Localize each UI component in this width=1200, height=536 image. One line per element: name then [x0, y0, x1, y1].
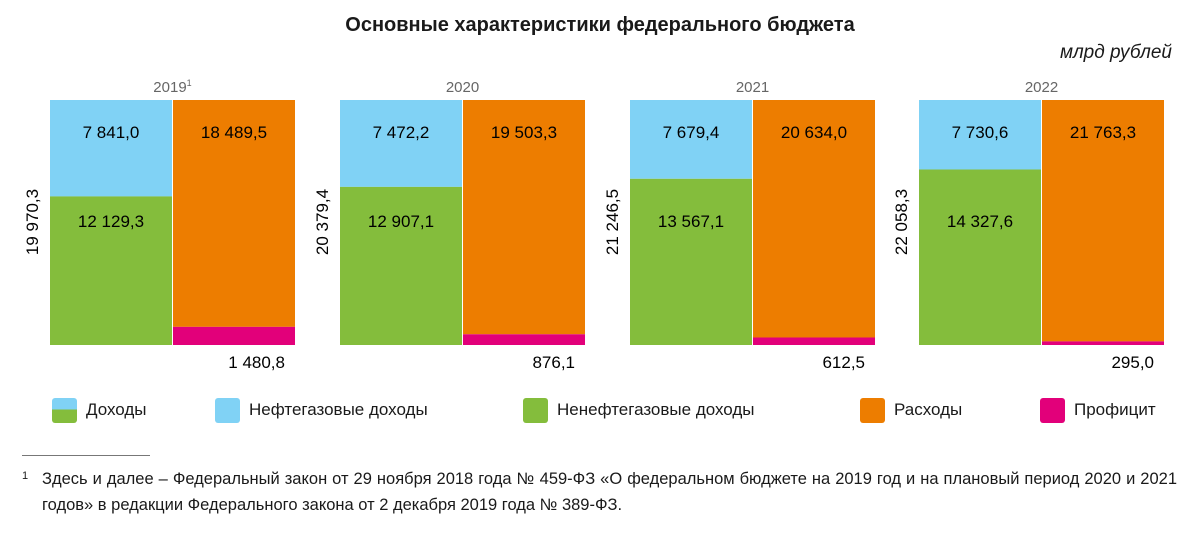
data-label: 1 480,8	[228, 353, 285, 372]
data-label: 20 634,0	[781, 123, 847, 142]
data-label: 7 679,4	[663, 123, 720, 142]
revenue-total-label: 22 058,3	[892, 189, 911, 255]
data-label: 12 129,3	[78, 212, 144, 231]
bar-surplus	[1042, 341, 1164, 345]
bar-surplus	[173, 326, 295, 345]
bar-non-oil-gas-revenue	[50, 196, 172, 345]
bar-non-oil-gas-revenue	[630, 178, 752, 345]
legend-label: Доходы	[86, 400, 147, 419]
footnote-divider	[22, 455, 150, 456]
year-label: 20191	[153, 78, 191, 96]
legend-swatch	[215, 397, 240, 423]
legend-swatch	[52, 397, 77, 423]
data-label: 13 567,1	[658, 212, 724, 231]
legend-item: Нефтегазовые доходы	[215, 397, 428, 423]
legend-label: Расходы	[894, 400, 963, 419]
legend-item: Ненефтегазовые доходы	[523, 397, 755, 423]
data-label: 14 327,6	[947, 212, 1013, 231]
bar-expenditure	[1042, 100, 1164, 342]
year-label: 2020	[446, 79, 479, 96]
bar-oil-gas-revenue	[919, 100, 1041, 170]
legend-swatch	[1040, 397, 1065, 423]
legend-item: Расходы	[860, 397, 962, 423]
bar-oil-gas-revenue	[340, 100, 462, 187]
data-label: 295,0	[1111, 353, 1154, 372]
data-label: 876,1	[532, 353, 575, 372]
legend-item: Профицит	[1040, 397, 1156, 423]
year-label: 2022	[1025, 79, 1058, 96]
legend-label: Профицит	[1074, 400, 1156, 419]
footnote-mark: 1	[22, 470, 29, 482]
data-label: 12 907,1	[368, 212, 434, 231]
bar-expenditure	[173, 100, 295, 327]
legend-swatch	[523, 397, 548, 423]
year-label: 2021	[736, 79, 769, 96]
bar-surplus	[753, 337, 875, 345]
data-label: 7 472,2	[373, 123, 430, 142]
bar-expenditure	[753, 100, 875, 338]
legend-swatch	[860, 397, 885, 423]
data-label: 7 841,0	[83, 123, 140, 142]
revenue-total-label: 21 246,5	[603, 189, 622, 255]
data-label: 18 489,5	[201, 123, 267, 142]
data-label: 21 763,3	[1070, 123, 1136, 142]
bar-oil-gas-revenue	[50, 100, 172, 197]
legend-label: Нефтегазовые доходы	[249, 400, 428, 419]
budget-chart: 20191 7 841,0 12 129,3 18 489,5 1 480,8 19 97…	[23, 78, 1164, 372]
revenue-total-label: 19 970,3	[23, 189, 42, 255]
bar-non-oil-gas-revenue	[919, 169, 1041, 345]
unit-label: млрд рублей	[1059, 42, 1172, 63]
chart-title: Основные характеристики федерального бюд…	[345, 14, 855, 36]
revenue-total-label: 20 379,4	[313, 189, 332, 255]
bar-oil-gas-revenue	[630, 100, 752, 179]
footnote-text: Здесь и далее – Федеральный закон от 29 …	[42, 470, 1177, 514]
data-label: 7 730,6	[952, 123, 1009, 142]
bar-expenditure	[463, 100, 585, 335]
legend-item: Доходы	[52, 397, 147, 423]
data-label: 612,5	[822, 353, 865, 372]
legend-label: Ненефтегазовые доходы	[557, 400, 755, 419]
bar-non-oil-gas-revenue	[340, 186, 462, 345]
footnote: 1 Здесь и далее – Федеральный закон от 2…	[22, 466, 1177, 518]
data-label: 19 503,3	[491, 123, 557, 142]
bar-surplus	[463, 334, 585, 345]
